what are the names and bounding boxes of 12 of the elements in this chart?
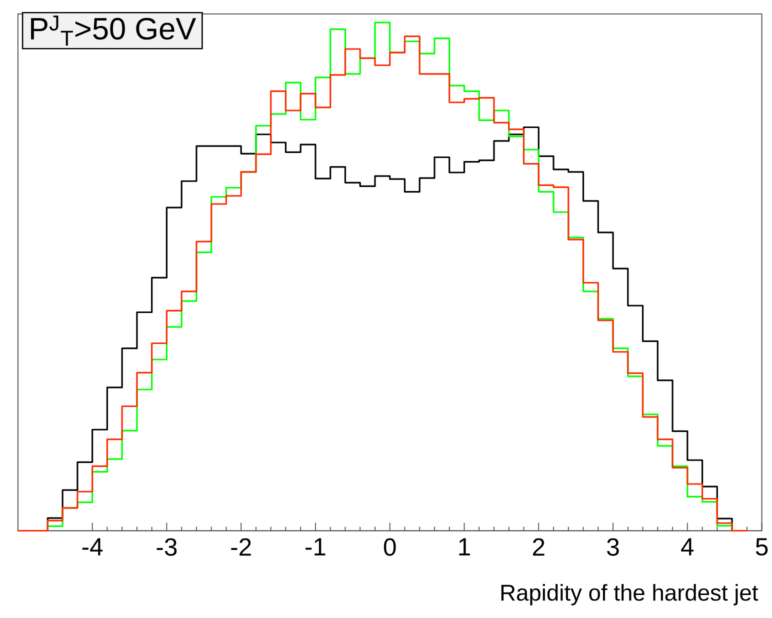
x-tick-label: 4 xyxy=(681,538,694,556)
x-tick-label: 0 xyxy=(384,538,396,556)
x-axis-title: Rapidity of the hardest jet xyxy=(501,584,758,606)
x-tick-label: 3 xyxy=(607,538,619,556)
x-tick-label: -3 xyxy=(156,538,177,556)
x-tick-label: 5 xyxy=(756,538,768,556)
chart-title: P$^{J}$$_{T}$>50 GeV xyxy=(31,15,196,46)
x-tick-label: -1 xyxy=(306,538,326,556)
x-tick-label: 1 xyxy=(459,538,470,556)
x-tick-label: 2 xyxy=(532,538,544,556)
x-tick-label: -4 xyxy=(82,538,103,556)
x-tick-label: -2 xyxy=(231,538,251,556)
